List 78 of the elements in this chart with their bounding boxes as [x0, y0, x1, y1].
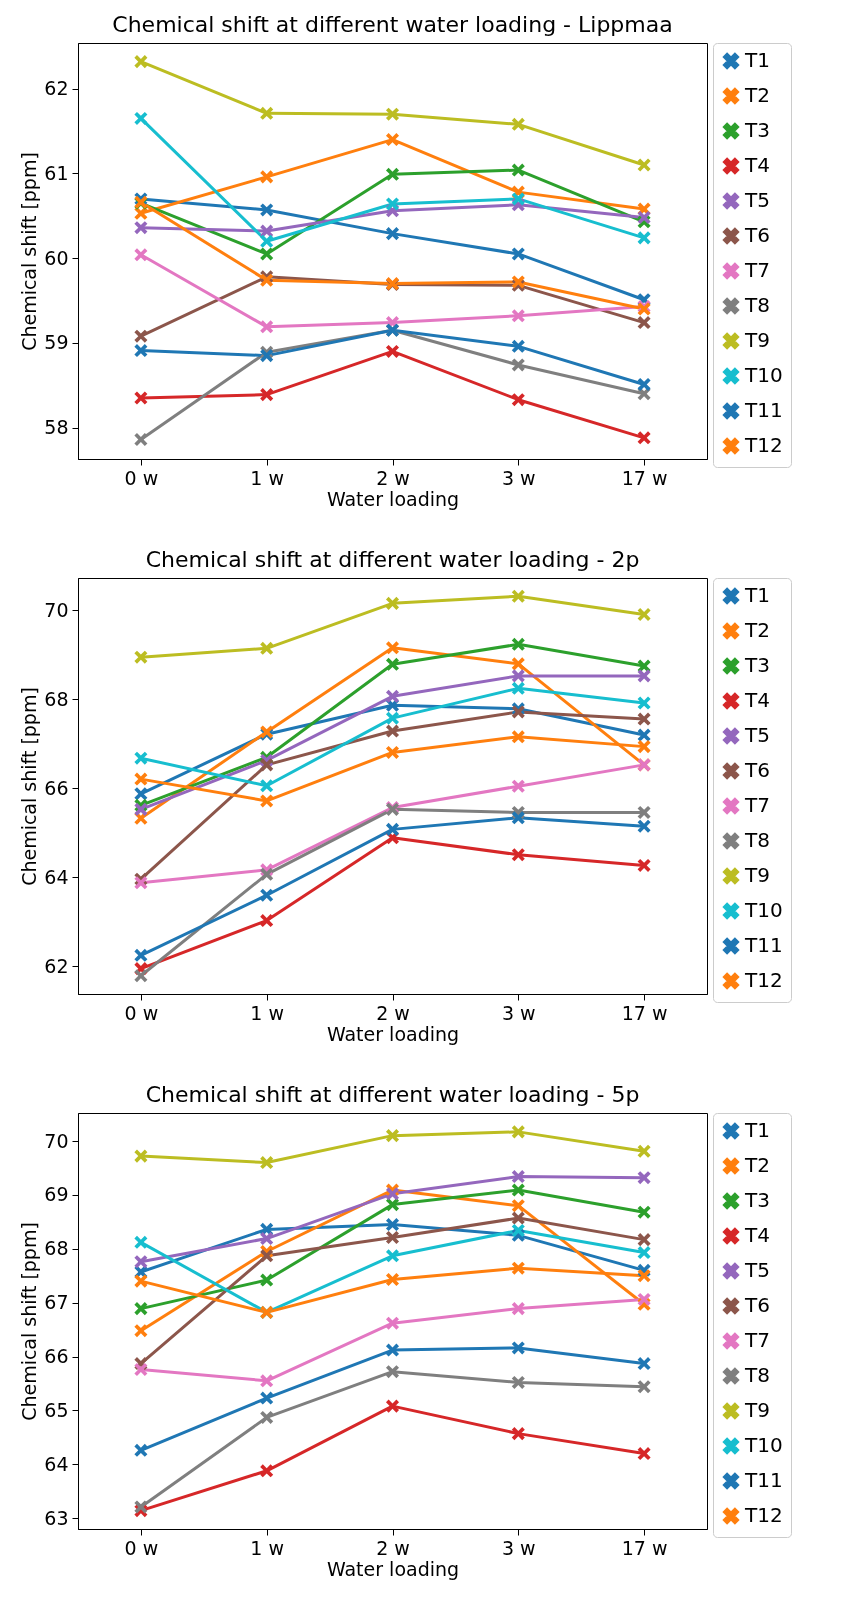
legend-label: T11	[744, 1468, 783, 1492]
chart-title: Chemical shift at different water loading - 2p	[145, 546, 640, 572]
legend-label: T4	[744, 688, 770, 712]
legend-label: T3	[744, 1188, 770, 1212]
y-axis-title: Chemical shift [ppm]	[18, 152, 41, 351]
y-axis-title: Chemical shift [ppm]	[18, 687, 41, 886]
legend-label: T10	[744, 898, 783, 922]
x-tick-label: 0 w	[124, 1001, 159, 1024]
legend-label: T8	[744, 1363, 770, 1387]
x-axis-title: Water loading	[326, 487, 460, 510]
chart-title: Chemical shift at different water loading - 5p	[145, 1081, 640, 1107]
legend-label: T1	[744, 48, 770, 72]
x-tick-label: 2 w	[376, 1536, 410, 1559]
legend-label: T4	[744, 153, 770, 177]
y-tick-label: 67	[44, 1291, 69, 1314]
legend-label: T3	[744, 118, 770, 142]
legend-label: T8	[744, 828, 770, 852]
legend-label: T7	[744, 1328, 770, 1352]
legend-label: T11	[744, 398, 783, 422]
legend-label: T3	[744, 653, 770, 677]
legend-label: T5	[744, 188, 770, 212]
y-tick-label: 62	[44, 77, 69, 100]
legend-label: T7	[744, 793, 770, 817]
legend-label: T5	[744, 1258, 770, 1282]
legend-label: T7	[744, 258, 770, 282]
y-tick-label: 59	[44, 331, 69, 354]
x-tick-label: 3 w	[501, 466, 536, 489]
legend-label: T9	[744, 1398, 770, 1422]
y-tick-label: 68	[44, 687, 69, 710]
y-tick-label: 61	[44, 161, 69, 184]
legend-label: T5	[744, 723, 770, 747]
legend-label: T1	[744, 1118, 770, 1142]
x-tick-label: 3 w	[501, 1536, 536, 1559]
legend-label: T2	[744, 83, 770, 107]
y-tick-label: 60	[44, 246, 69, 269]
x-tick-label: 1 w	[250, 1001, 285, 1024]
x-tick-label: 17 w	[621, 466, 668, 489]
legend-label: T12	[744, 433, 783, 457]
y-tick-label: 69	[44, 1183, 69, 1206]
x-axis-title: Water loading	[326, 1022, 460, 1045]
legend-label: T6	[744, 223, 770, 247]
y-tick-label: 65	[44, 1398, 69, 1421]
legend-label: T6	[744, 1293, 770, 1317]
legend-label: T2	[744, 618, 770, 642]
x-tick-label: 0 w	[124, 466, 159, 489]
x-tick-label: 3 w	[501, 1001, 536, 1024]
y-tick-label: 68	[44, 1237, 69, 1260]
chart-title: Chemical shift at different water loading - Lippmaa	[112, 11, 673, 37]
y-axis-title: Chemical shift [ppm]	[18, 1222, 41, 1421]
legend-label: T12	[744, 1503, 783, 1527]
y-tick-label: 63	[44, 1506, 69, 1529]
legend-label: T1	[744, 583, 770, 607]
x-tick-label: 17 w	[621, 1536, 668, 1559]
legend-label: T10	[744, 1433, 783, 1457]
legend-label: T8	[744, 293, 770, 317]
y-tick-label: 64	[44, 865, 69, 888]
y-tick-label: 64	[44, 1452, 69, 1475]
legend-label: T12	[744, 968, 783, 992]
x-tick-label: 1 w	[250, 466, 285, 489]
x-tick-label: 17 w	[621, 1001, 668, 1024]
legend-label: T6	[744, 758, 770, 782]
x-tick-label: 0 w	[124, 1536, 159, 1559]
legend-label: T2	[744, 1153, 770, 1177]
legend-label: T11	[744, 933, 783, 957]
legend-label: T9	[744, 328, 770, 352]
legend-label: T9	[744, 863, 770, 887]
legend-label: T4	[744, 1223, 770, 1247]
y-tick-label: 70	[44, 1129, 69, 1152]
y-tick-label: 58	[44, 416, 69, 439]
y-tick-label: 62	[44, 954, 69, 977]
x-tick-label: 1 w	[250, 1536, 285, 1559]
x-tick-label: 2 w	[376, 466, 410, 489]
y-tick-label: 70	[44, 598, 69, 621]
x-tick-label: 2 w	[376, 1001, 410, 1024]
x-axis-title: Water loading	[326, 1557, 460, 1580]
y-tick-label: 66	[44, 1345, 69, 1368]
y-tick-label: 66	[44, 776, 69, 799]
legend-label: T10	[744, 363, 783, 387]
